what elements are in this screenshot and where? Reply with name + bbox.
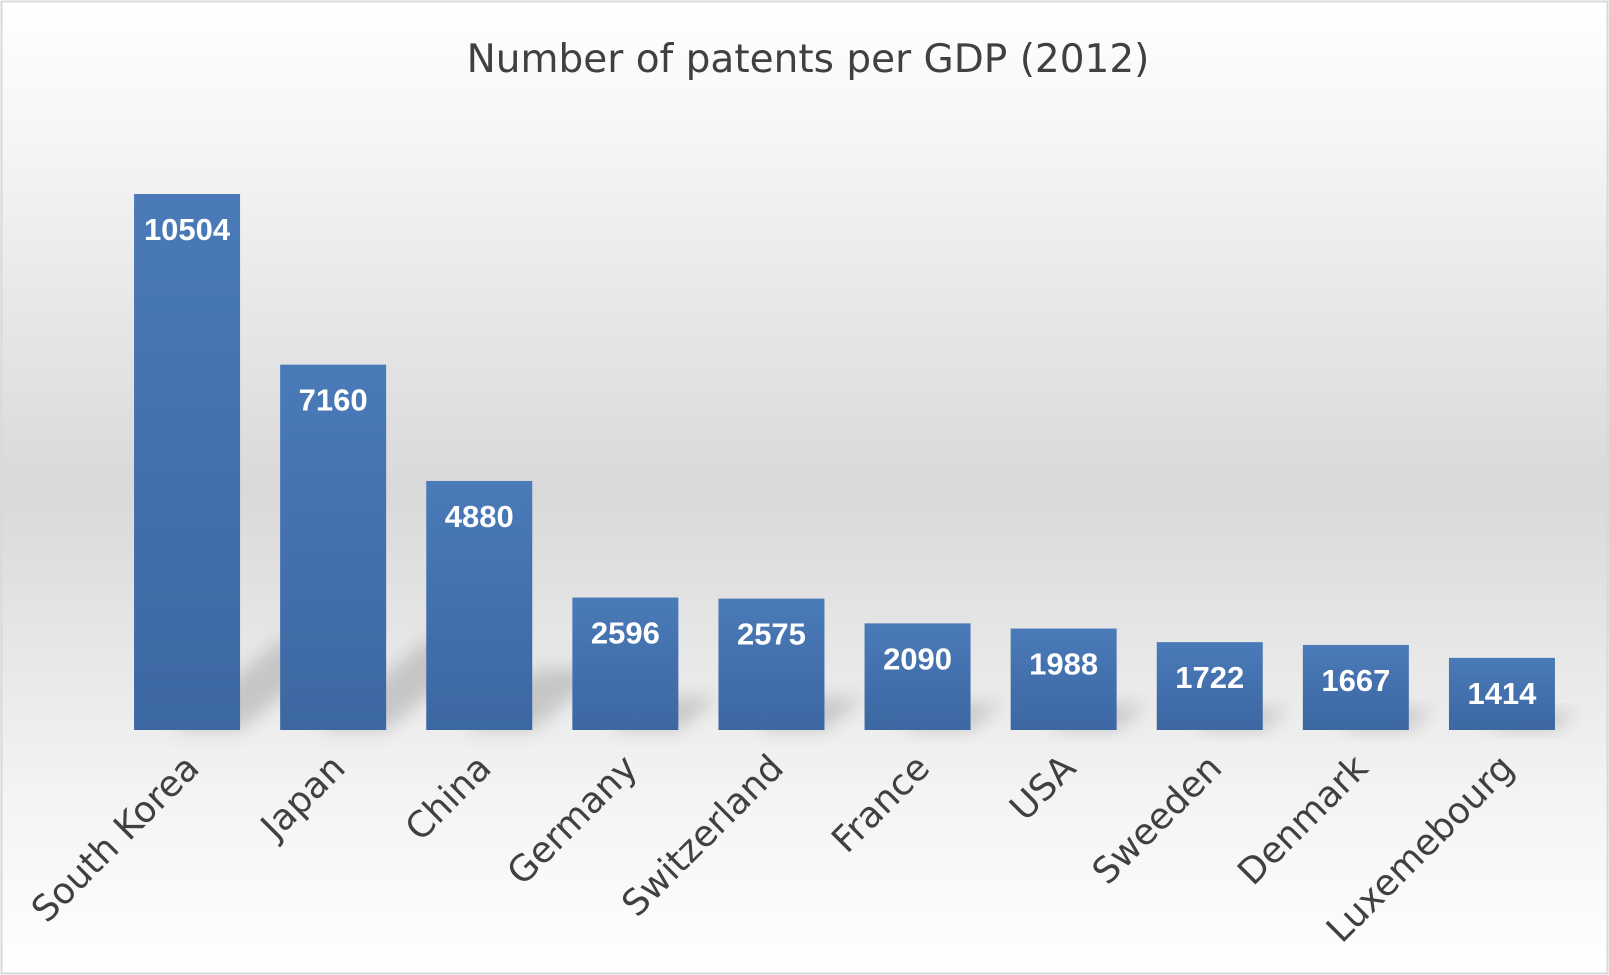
value-label-south-korea: 10504: [144, 212, 231, 247]
value-label-france: 2090: [883, 641, 952, 676]
bar-germany: [572, 597, 679, 730]
bar-south-korea: [134, 194, 241, 730]
value-label-switzerland: 2575: [737, 617, 806, 652]
value-label-germany: 2596: [591, 616, 660, 651]
value-label-china: 4880: [445, 499, 514, 534]
bar-france: [864, 623, 971, 730]
bar-usa: [1010, 628, 1117, 730]
value-label-luxemebourg: 1414: [1467, 676, 1537, 711]
chart-title: Number of patents per GDP (2012): [467, 37, 1150, 82]
bar-switzerland: [718, 598, 825, 730]
value-labels: 10504 7160 4880 2596 2575 2090 1988 1722 1667 141…: [144, 212, 1537, 711]
value-label-japan: 7160: [299, 383, 368, 418]
value-label-usa: 1988: [1029, 647, 1098, 682]
bar-china: [426, 480, 533, 730]
bar-luxemebourg: [1448, 657, 1555, 730]
bar-denmark: [1302, 644, 1409, 730]
bar-japan: [280, 364, 387, 730]
bar-sweeden: [1156, 642, 1263, 730]
value-label-denmark: 1667: [1321, 663, 1390, 698]
bars: [134, 194, 1555, 730]
value-label-sweeden: 1722: [1175, 660, 1244, 695]
